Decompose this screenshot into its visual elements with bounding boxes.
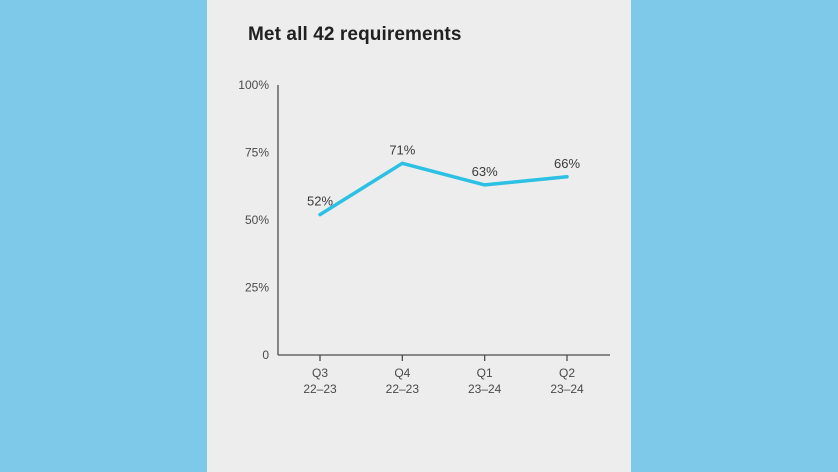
data-point-label: 52% bbox=[307, 194, 333, 209]
data-point-label: 66% bbox=[554, 156, 580, 171]
data-point-label: 71% bbox=[389, 142, 415, 157]
data-line bbox=[318, 161, 569, 217]
data-point-label: 63% bbox=[472, 164, 498, 179]
y-tick-label: 0 bbox=[262, 348, 269, 362]
y-tick-label: 75% bbox=[245, 146, 269, 160]
x-tick-label-year: 22–23 bbox=[303, 382, 337, 396]
x-tick-label-year: 23–24 bbox=[550, 382, 584, 396]
y-tick-label: 50% bbox=[245, 213, 269, 227]
x-tick-label-quarter: Q4 bbox=[394, 366, 410, 380]
report-panel: Met all 42 requirements 0 25% 50% 75% 100% Q3… bbox=[207, 0, 631, 472]
x-tick-label-quarter: Q3 bbox=[312, 366, 328, 380]
y-tick-label: 25% bbox=[245, 281, 269, 295]
y-tick-label: 100% bbox=[238, 78, 269, 92]
x-tick-label-year: 22–23 bbox=[386, 382, 420, 396]
line-chart: 0 25% 50% 75% 100% Q3 22–23 Q4 22–23 Q1 23–24 Q2 23–… bbox=[238, 78, 610, 396]
chart-title: Met all 42 requirements bbox=[248, 24, 462, 45]
x-tick-label-year: 23–24 bbox=[468, 382, 502, 396]
x-tick-label-quarter: Q2 bbox=[559, 366, 575, 380]
x-tick-label-quarter: Q1 bbox=[477, 366, 493, 380]
